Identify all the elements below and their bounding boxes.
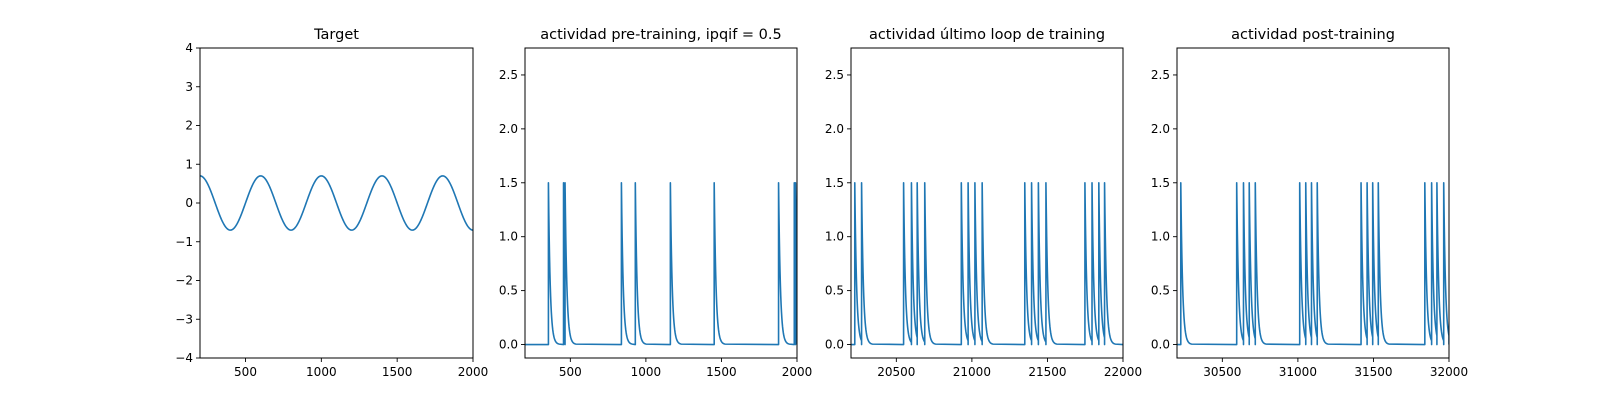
y-tick-label: 2.5 bbox=[825, 68, 844, 82]
y-tick-label: −2 bbox=[175, 274, 193, 288]
x-tick-label: 500 bbox=[559, 365, 582, 379]
y-tick-label: 2.0 bbox=[825, 122, 844, 136]
x-tick-label: 21000 bbox=[953, 365, 991, 379]
series-line-1 bbox=[525, 181, 797, 346]
x-tick-label: 20500 bbox=[877, 365, 915, 379]
y-tick-label: 4 bbox=[185, 41, 193, 55]
chart-title: Target bbox=[313, 27, 359, 43]
y-tick-label: 0.5 bbox=[1151, 284, 1170, 298]
y-tick-label: 0 bbox=[185, 196, 193, 210]
y-tick-label: 1.5 bbox=[499, 176, 518, 190]
x-tick-label: 30500 bbox=[1203, 365, 1241, 379]
x-tick-label: 32000 bbox=[1430, 365, 1468, 379]
series-line-1 bbox=[851, 181, 1123, 346]
chart-title: actividad pre-training, ipqif = 0.5 bbox=[540, 27, 781, 43]
y-tick-label: 2.5 bbox=[499, 68, 518, 82]
series-line-1 bbox=[200, 175, 473, 231]
y-tick-label: 2.5 bbox=[1151, 68, 1170, 82]
x-tick-label: 1000 bbox=[631, 365, 662, 379]
y-tick-label: 3 bbox=[185, 80, 193, 94]
y-tick-label: 0.5 bbox=[825, 284, 844, 298]
y-tick-label: 1 bbox=[185, 157, 193, 171]
series-line-1 bbox=[1177, 181, 1449, 346]
chart-panel-4: 30500 31000 31500 32000 0.0 0.5 1.0 1.5 2.0 2.5 ac… bbox=[1151, 27, 1468, 379]
y-tick-label: 1.5 bbox=[825, 176, 844, 190]
y-tick-label: 0.0 bbox=[499, 338, 518, 352]
y-tick-label: 2 bbox=[185, 119, 193, 133]
x-tick-label: 1000 bbox=[306, 365, 337, 379]
x-tick-label: 31500 bbox=[1354, 365, 1392, 379]
y-tick-label: 2.0 bbox=[499, 122, 518, 136]
y-tick-label: 0.5 bbox=[499, 284, 518, 298]
x-tick-label: 1500 bbox=[706, 365, 737, 379]
y-tick-label: 1.0 bbox=[825, 230, 844, 244]
y-tick-label: 1.0 bbox=[499, 230, 518, 244]
y-tick-label: 1.5 bbox=[1151, 176, 1170, 190]
chart-title: actividad último loop de training bbox=[869, 27, 1105, 43]
axes-frame bbox=[1176, 47, 1450, 359]
x-tick-label: 22000 bbox=[1104, 365, 1142, 379]
y-tick-label: 2.0 bbox=[1151, 122, 1170, 136]
x-tick-label: 500 bbox=[234, 365, 257, 379]
axes-frame bbox=[850, 47, 1124, 359]
y-tick-label: 0.0 bbox=[825, 338, 844, 352]
y-tick-label: 1.0 bbox=[1151, 230, 1170, 244]
axes-frame bbox=[524, 47, 798, 359]
x-tick-label: 21500 bbox=[1028, 365, 1066, 379]
y-tick-label: −4 bbox=[175, 351, 193, 365]
y-tick-label: −3 bbox=[175, 312, 193, 326]
chart-panel-3: 20500 21000 21500 22000 0.0 0.5 1.0 1.5 2.0 2.5 ac… bbox=[825, 27, 1142, 379]
chart-panel-2: 500 1000 1500 2000 0.0 0.5 1.0 1.5 2.0 2.5 activid… bbox=[499, 27, 812, 379]
x-tick-label: 31000 bbox=[1279, 365, 1317, 379]
y-tick-label: −1 bbox=[175, 235, 193, 249]
x-tick-label: 2000 bbox=[782, 365, 813, 379]
chart-title: actividad post-training bbox=[1231, 27, 1395, 43]
y-tick-label: 0.0 bbox=[1151, 338, 1170, 352]
x-tick-label: 1500 bbox=[382, 365, 413, 379]
chart-panel-1: 500 1000 1500 2000 −4 −3 −2 −1 0 1 2 3 4 Target bbox=[175, 27, 488, 379]
x-tick-label: 2000 bbox=[458, 365, 489, 379]
